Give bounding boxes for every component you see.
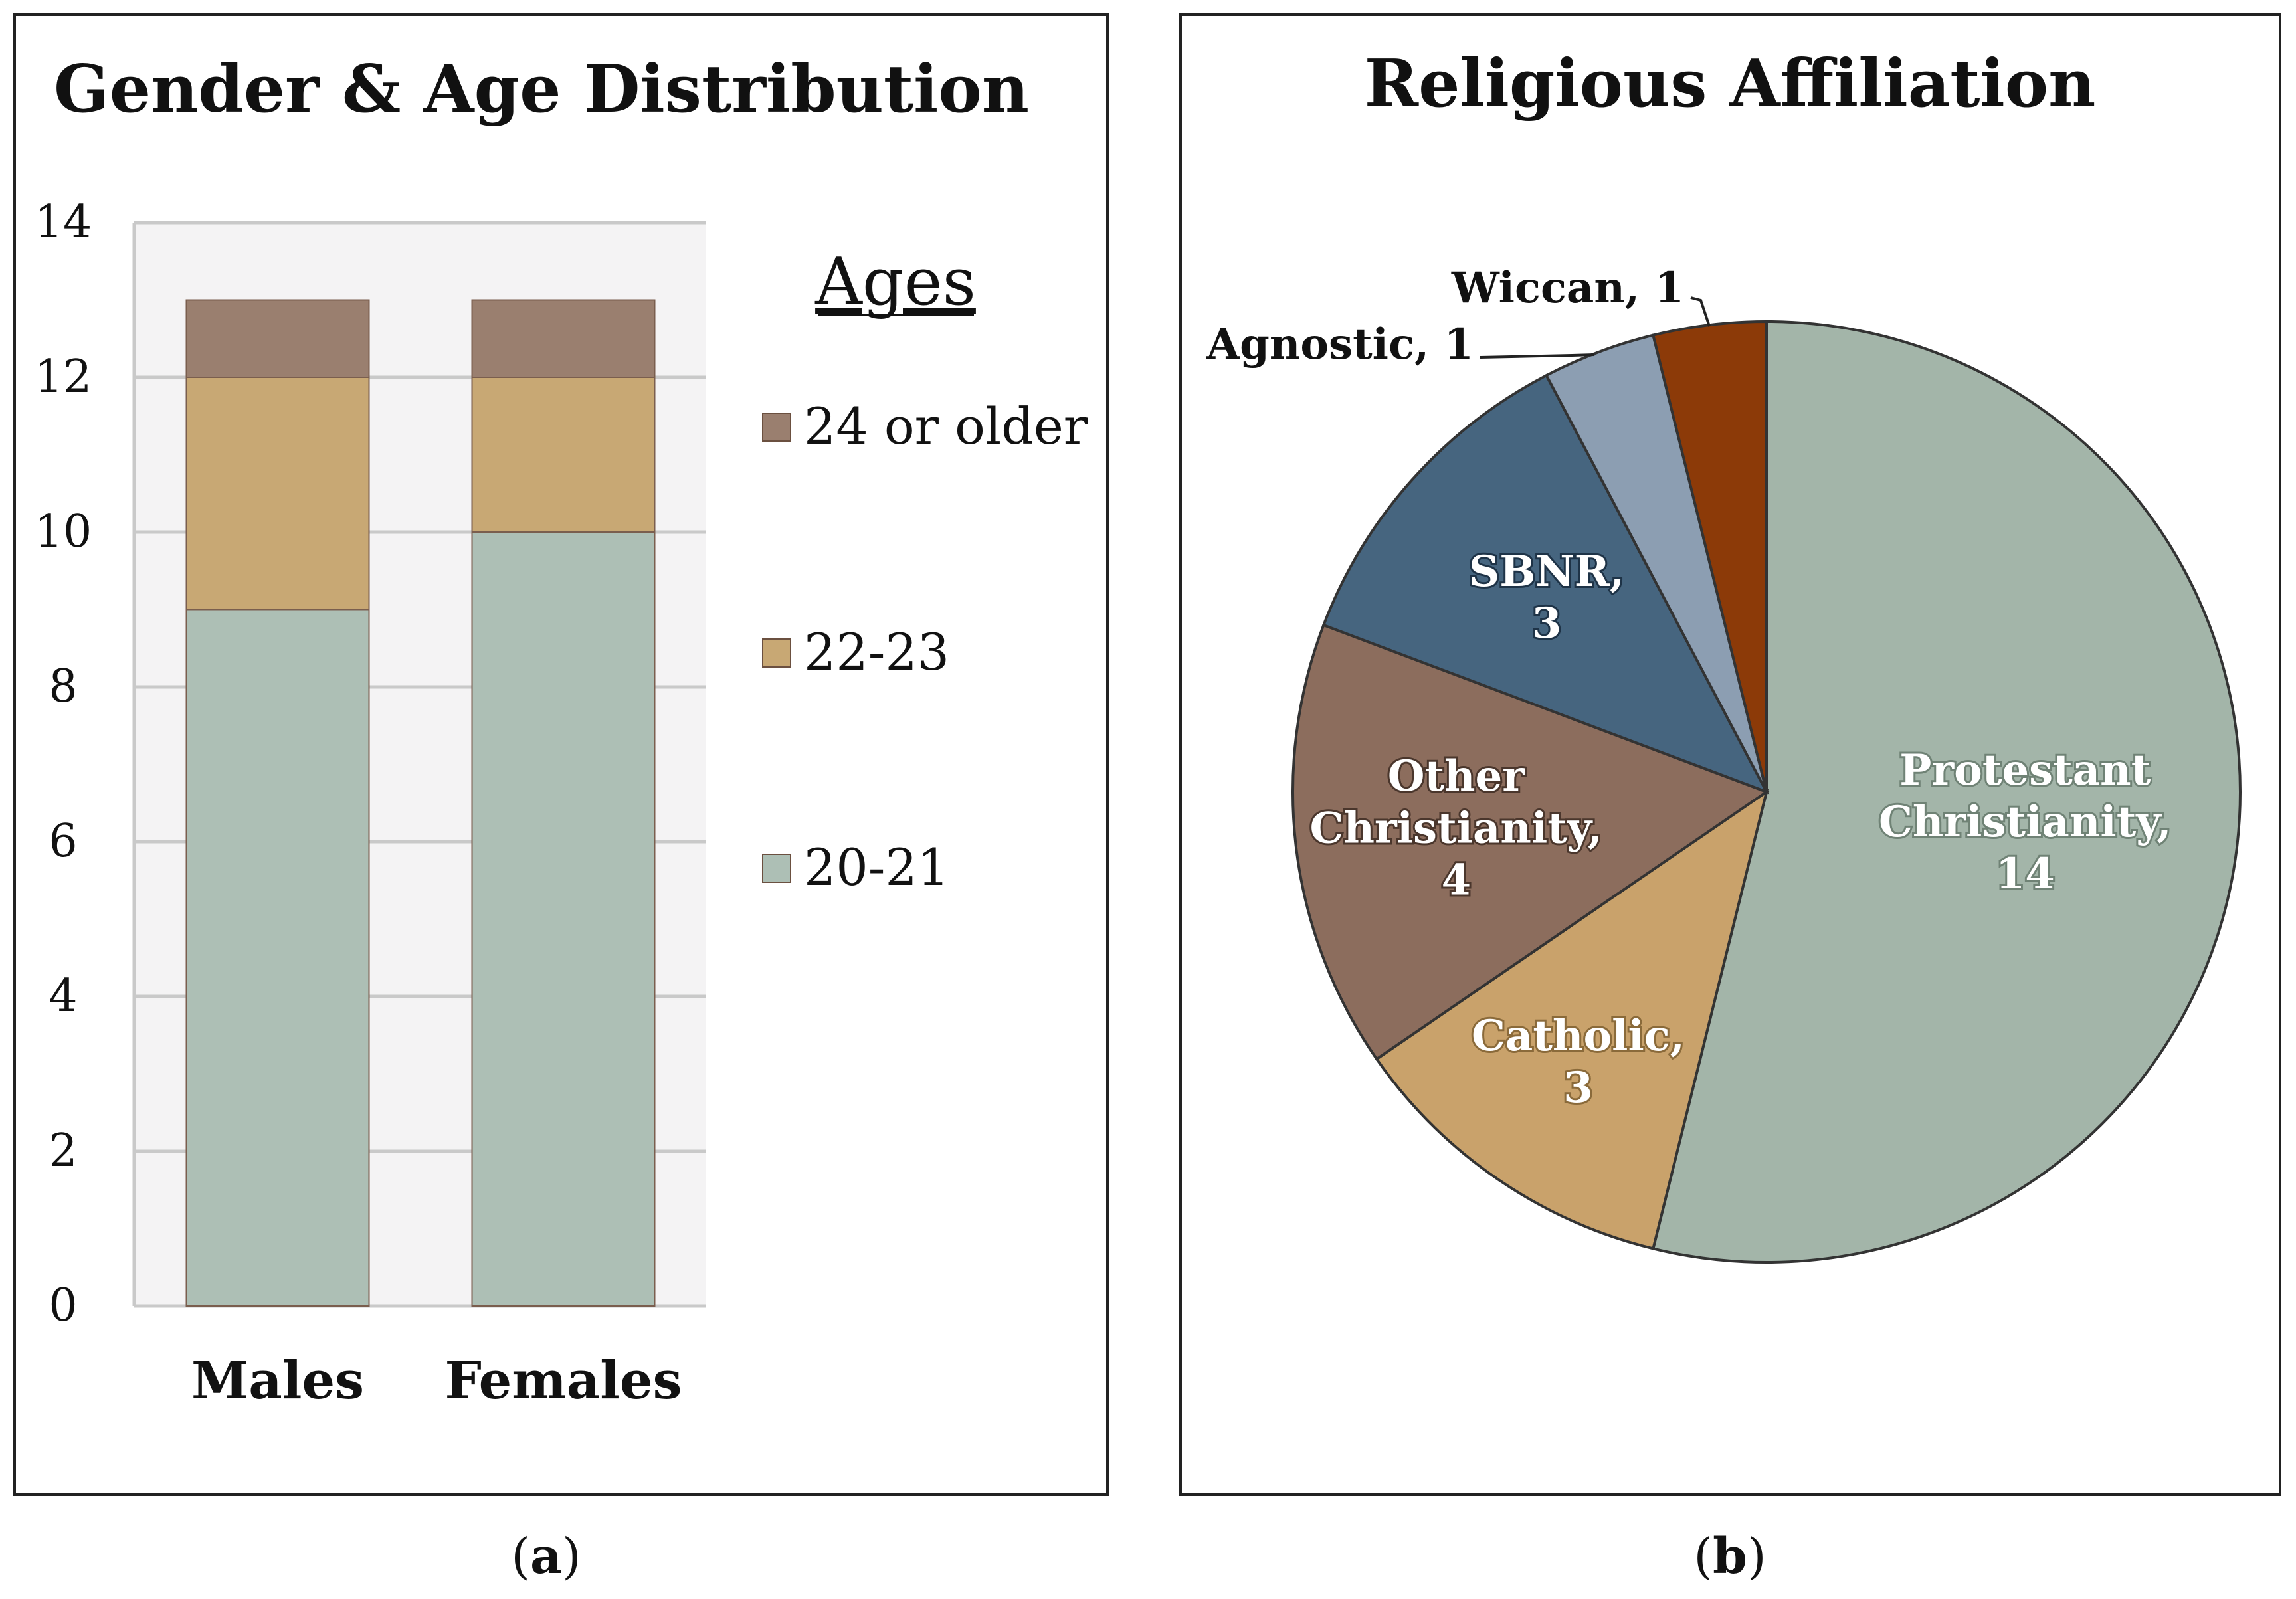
legend-swatch (762, 638, 791, 668)
x-category-label: Females (445, 1351, 682, 1411)
slice-label: Agnostic, 1 (1206, 320, 1474, 369)
slice-label: Protestant Christianity, 14 (1879, 745, 2172, 899)
bar-segment (471, 377, 656, 533)
bar-segment (185, 609, 370, 1307)
caption-b: (b) (1693, 1528, 1767, 1585)
y-tick-label: 0 (48, 1279, 77, 1332)
bar-chart-title: Gender & Age Distribution (54, 51, 1029, 128)
y-tick-label: 10 (35, 506, 92, 558)
y-tick-label: 2 (48, 1125, 77, 1177)
bar-chart: 0 2 4 6 8 10 12 14 Males Females Ages 24 or older 22… (35, 196, 1088, 1411)
slice-label: Other Christianity, 4 (1310, 751, 1603, 905)
leader-line (1480, 353, 1595, 359)
legend-label: 24 or older (804, 397, 1088, 456)
bar-segment (471, 531, 656, 1307)
bar-segment (471, 299, 656, 378)
legend-swatch (762, 854, 791, 883)
y-tick-label: 4 (48, 970, 77, 1022)
legend-label: 22-23 (804, 622, 949, 682)
pie-slice (1292, 623, 1770, 1061)
leader-line (1690, 296, 1711, 327)
slice-label: Wiccan, 1 (1451, 263, 1684, 313)
y-tick-label: 14 (35, 196, 92, 248)
slice-label: Catholic, 3 (1472, 1011, 1685, 1113)
slice-label: SBNR, 3 (1469, 547, 1624, 648)
legend-label: 20-21 (804, 838, 949, 897)
caption-a: (a) (511, 1528, 581, 1585)
pie-chart-title: Religious Affiliation (1365, 46, 2096, 122)
y-tick-label: 6 (48, 815, 77, 868)
pie-slice (1375, 789, 1769, 1250)
bar-segment (185, 377, 370, 611)
pie-slice (1321, 373, 1770, 795)
bar-segment (185, 299, 370, 378)
pie-chart: Protestant Christianity, 14 Catholic, 3 Other… (1206, 263, 2242, 1264)
legend-swatch (762, 413, 791, 442)
x-category-label: Males (191, 1351, 364, 1411)
legend-title: Ages (814, 244, 976, 320)
y-tick-label: 8 (48, 660, 77, 713)
pie-slice (1651, 320, 2242, 1264)
y-tick-label: 12 (35, 351, 92, 403)
